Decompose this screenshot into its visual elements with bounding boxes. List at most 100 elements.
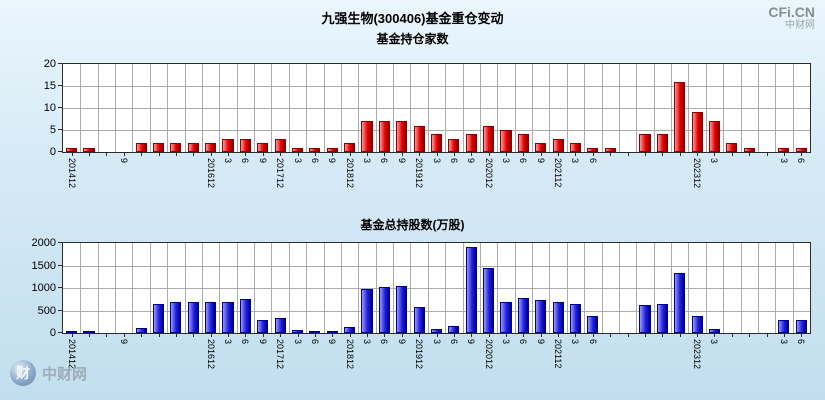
y-axis-tick-mark <box>58 107 62 108</box>
x-axis-tick-mark <box>488 334 490 337</box>
x-axis-tick-mark <box>210 334 212 337</box>
bar-2017-06 <box>239 138 251 152</box>
grid-line-horizontal <box>63 310 810 312</box>
x-axis-tick-label: 6 <box>379 158 390 164</box>
x-axis-tick-label: 6 <box>448 339 459 345</box>
x-axis-tick-mark <box>280 153 282 156</box>
bar-2024-03 <box>708 329 720 333</box>
y-axis-tick-mark <box>58 332 62 333</box>
x-axis-tick-label: 6 <box>309 158 320 164</box>
bar-2016-09 <box>187 302 199 333</box>
x-axis-tick-mark <box>228 334 230 337</box>
x-axis-tick-label: 6 <box>240 339 251 345</box>
x-axis-tick-mark <box>453 334 455 337</box>
bar-2020-09 <box>465 246 477 333</box>
x-axis-tick-mark <box>592 153 594 156</box>
bar-2023-09 <box>674 273 686 333</box>
cfi-watermark-subtext: 中财网 <box>785 20 815 32</box>
bar-2019-06 <box>378 121 390 152</box>
x-axis-tick-mark <box>523 153 525 156</box>
x-axis-tick-mark <box>627 153 629 156</box>
bar-2018-09 <box>326 331 338 333</box>
y-axis-tick-mark <box>58 129 62 130</box>
bar-2019-06 <box>378 287 390 333</box>
x-axis-tick-mark <box>314 153 316 156</box>
x-axis-tick-mark <box>505 334 507 337</box>
bar-2022-03 <box>569 143 582 152</box>
bar-2018-06 <box>309 147 321 152</box>
watermark: CFi.CN 中财网 <box>768 4 815 32</box>
x-axis-tick-label: 9 <box>396 158 407 164</box>
bar-2017-03 <box>222 301 234 333</box>
x-axis-tick-mark <box>89 153 91 156</box>
y-axis-tick-label: 15 <box>43 80 56 92</box>
x-axis-tick-label: 3 <box>570 158 581 164</box>
bar-2023-06 <box>656 304 668 333</box>
bar-2018-09 <box>326 147 338 152</box>
x-axis-tick-mark <box>731 334 733 337</box>
x-axis-tick-label: 6 <box>518 158 529 164</box>
bar-2021-12 <box>552 138 564 152</box>
bar-2022-03 <box>569 303 582 333</box>
x-axis-tick-mark <box>697 334 699 337</box>
x-axis-tick-mark <box>349 153 351 156</box>
x-axis-tick-mark <box>175 153 177 156</box>
bar-2018-03 <box>291 330 304 333</box>
x-axis-tick-mark <box>575 153 577 156</box>
bar-2021-12 <box>552 301 564 333</box>
x-axis-tick-mark <box>436 153 438 156</box>
grid-line-horizontal <box>63 86 810 87</box>
x-axis-tick-mark <box>488 153 490 156</box>
x-axis-tick-label: 6 <box>518 339 529 345</box>
x-axis-tick-mark <box>141 153 143 156</box>
x-axis-tick-mark <box>158 153 160 156</box>
x-axis-tick-label: 3 <box>223 158 234 164</box>
bar-2016-03 <box>152 143 165 152</box>
x-axis-tick-mark <box>158 334 160 337</box>
x-axis-tick-label: 6 <box>796 339 807 345</box>
bar-2015-12 <box>135 143 147 152</box>
bar-2016-03 <box>152 303 165 333</box>
x-axis-tick-label: 201712 <box>275 339 286 370</box>
bar-2023-03 <box>639 305 651 333</box>
x-axis-tick-mark <box>314 334 316 337</box>
bar-2018-12 <box>344 327 356 333</box>
bar-2017-09 <box>257 143 269 152</box>
x-axis-tick-label: 9 <box>118 339 129 345</box>
x-axis-tick-mark <box>540 334 542 337</box>
cfi-watermark-text: CFi.CN <box>768 4 815 20</box>
x-axis-tick-label: 3 <box>223 339 234 345</box>
bar-2022-06 <box>587 315 599 333</box>
y-axis-tick-mark <box>58 309 62 311</box>
bar-2014-12 <box>66 331 78 333</box>
x-axis-tick-mark <box>436 334 438 337</box>
bar-2015-12 <box>135 327 147 333</box>
x-axis-tick-label: 3 <box>709 339 720 345</box>
x-axis-tick-mark <box>679 153 681 156</box>
bar-2024-09 <box>743 147 755 152</box>
x-axis-tick-label: 9 <box>257 158 268 164</box>
cfi-logo-icon: 财 <box>10 360 36 386</box>
x-axis-tick-mark <box>262 334 264 337</box>
bar-2018-06 <box>309 330 321 333</box>
bar-2021-03 <box>500 301 512 333</box>
x-axis-tick-mark <box>349 334 351 337</box>
x-axis-tick-mark <box>332 334 334 337</box>
x-axis-tick-mark <box>662 334 664 337</box>
bar-2023-12 <box>691 112 703 152</box>
x-axis-tick-mark <box>245 334 247 337</box>
y-axis-tick-label: 1000 <box>31 282 56 294</box>
x-axis-tick-label: 3 <box>292 339 303 345</box>
bar-2023-06 <box>656 134 668 152</box>
x-axis-tick-mark <box>123 153 125 156</box>
x-axis-tick-label: 201912 <box>414 339 425 370</box>
x-axis-tick-label: 9 <box>535 158 546 164</box>
bar-2016-09 <box>187 143 199 152</box>
bar-2024-03 <box>708 121 720 152</box>
x-axis-tick-label: 201612 <box>205 339 216 370</box>
bar-2023-03 <box>639 134 651 152</box>
bar-2025-06 <box>795 147 807 152</box>
x-axis-tick-label: 3 <box>292 158 303 164</box>
x-axis-tick-mark <box>384 334 386 337</box>
x-axis-tick-label: 6 <box>309 339 320 345</box>
